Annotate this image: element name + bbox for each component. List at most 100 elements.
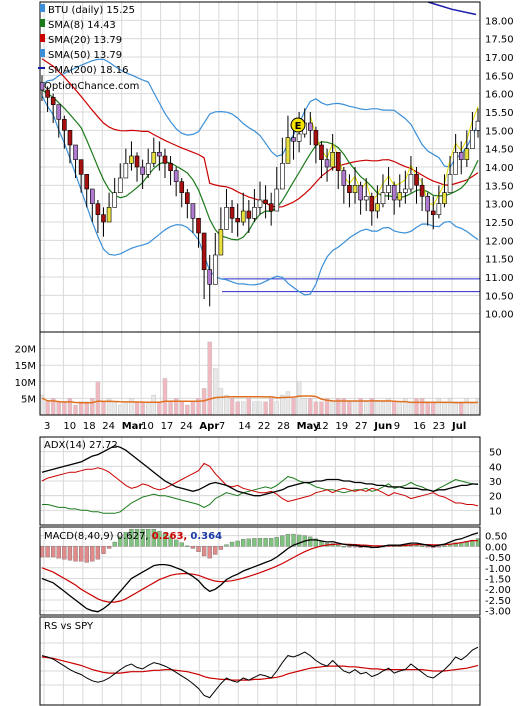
candle-body: [296, 133, 302, 142]
macd-legend-text: MACD(8,40,9) 0.627, 0.263, 0.364: [44, 531, 222, 542]
price-tick-label: 14.00: [485, 163, 514, 174]
macd-histogram-bar: [218, 546, 224, 550]
macd-signal-line: [41, 539, 479, 603]
candle-body: [453, 152, 458, 175]
price-tick-label: 16.00: [485, 90, 514, 101]
macd-tick-label: -3.00: [485, 607, 511, 618]
candle-body: [106, 207, 112, 223]
earnings-marker-circle: [290, 117, 306, 133]
macd-histogram-bar: [84, 546, 89, 563]
macd-histogram-bar: [425, 546, 430, 548]
volume-bar: [168, 401, 173, 416]
volume-bar: [101, 401, 106, 416]
candle-body: [229, 207, 235, 219]
candle-body: [246, 210, 252, 219]
date-tick-label: 27: [355, 421, 368, 432]
date-tick-label: 9: [394, 421, 400, 432]
volume-bar: [313, 401, 319, 416]
date-tick-label: 16: [413, 421, 426, 432]
macd-histogram-bar: [190, 546, 196, 549]
volume-bar: [123, 401, 129, 416]
volume-bar: [453, 401, 458, 416]
volume-bar: [229, 398, 235, 416]
candle-body: [56, 104, 62, 120]
volume-bar: [308, 398, 313, 416]
legend-sma20: SMA(20) 13.79: [48, 35, 122, 46]
macd-histogram-bar: [134, 528, 140, 547]
candle-body: [268, 203, 274, 212]
candle-body: [291, 137, 296, 142]
macd-histogram-bar: [229, 541, 235, 547]
volume-bar: [118, 404, 123, 416]
macd-tick-label: -2.50: [485, 596, 511, 607]
macd-histogram-bar: [196, 546, 201, 552]
support-lines: [222, 278, 480, 293]
earnings-marker: E: [290, 117, 306, 133]
volume-bar: [90, 398, 95, 416]
volume-bar: [408, 401, 414, 416]
macd-histogram-bar: [213, 546, 218, 555]
volume-bar: [442, 401, 447, 416]
price-tick-label: 18.00: [485, 16, 514, 27]
candle-body: [168, 163, 173, 171]
candle-body: [363, 196, 369, 201]
macd-histogram-bar: [285, 534, 291, 547]
volume-bar: [185, 404, 190, 416]
macd-histogram-bar: [39, 546, 45, 558]
candle-body: [442, 192, 447, 204]
date-tick-label: 3: [44, 421, 50, 432]
candle-body: [430, 210, 436, 215]
volume-bar: [207, 341, 212, 416]
volume-bar: [235, 401, 240, 416]
macd-histogram-bar: [118, 536, 123, 547]
candle-body: [157, 152, 162, 157]
legend-sma200: SMA(200) 18.16: [48, 65, 129, 76]
candle-body: [257, 199, 263, 208]
volume-bar: [218, 388, 224, 416]
volume-bar: [414, 398, 419, 416]
adx-tick-label: 10: [489, 506, 502, 517]
candle-body: [408, 174, 414, 190]
volume-bar: [112, 401, 117, 416]
price-tick-label: 11.50: [485, 255, 514, 266]
candle-body: [134, 155, 140, 168]
macd-histogram-bar: [67, 546, 73, 561]
volume-bar: [84, 401, 89, 416]
date-tick-label: 24: [102, 421, 115, 432]
macd-histogram-bar: [140, 528, 145, 547]
date-tick-label: 23: [433, 421, 446, 432]
price-tick-label: 14.50: [485, 145, 514, 156]
candle-body: [201, 232, 207, 270]
macd-histogram-bar: [62, 546, 67, 560]
candle-body: [185, 192, 190, 204]
macd-panel: 0.500.00-0.50-1.00-1.50-2.00-2.50-3.00 M…: [39, 526, 511, 618]
candle-body: [218, 229, 224, 256]
candle-body: [380, 192, 386, 204]
candle-body: [352, 185, 358, 193]
macd-histogram-bar: [296, 534, 302, 547]
volume-bar: [364, 401, 369, 416]
adx-tick-label: 40: [489, 462, 502, 473]
date-tick-label: 12: [316, 421, 329, 432]
adx-panel: 50 40 30 20 10 ADX(14) 27.72: [39, 436, 502, 526]
volume-bar: [56, 401, 61, 416]
watermark: OptionChance.com: [44, 81, 139, 92]
candle-body: [73, 144, 78, 160]
legend-swatch-sma8: [40, 19, 45, 27]
candle-body: [162, 155, 168, 164]
macd-histogram-bar: [224, 544, 229, 547]
candle-body: [240, 210, 246, 223]
date-tick-label: Mar: [122, 421, 144, 432]
date-tick-label: 22: [258, 421, 271, 432]
candle-body: [207, 269, 212, 285]
candle-body: [101, 214, 106, 223]
date-tick-label: 19: [335, 421, 348, 432]
volume-bar: [475, 398, 481, 416]
volume-bar: [296, 381, 302, 416]
macd-histogram-bar: [235, 540, 240, 547]
macd-histogram-bar: [308, 536, 313, 547]
volume-bar: [274, 401, 279, 416]
candle-body: [117, 177, 123, 193]
